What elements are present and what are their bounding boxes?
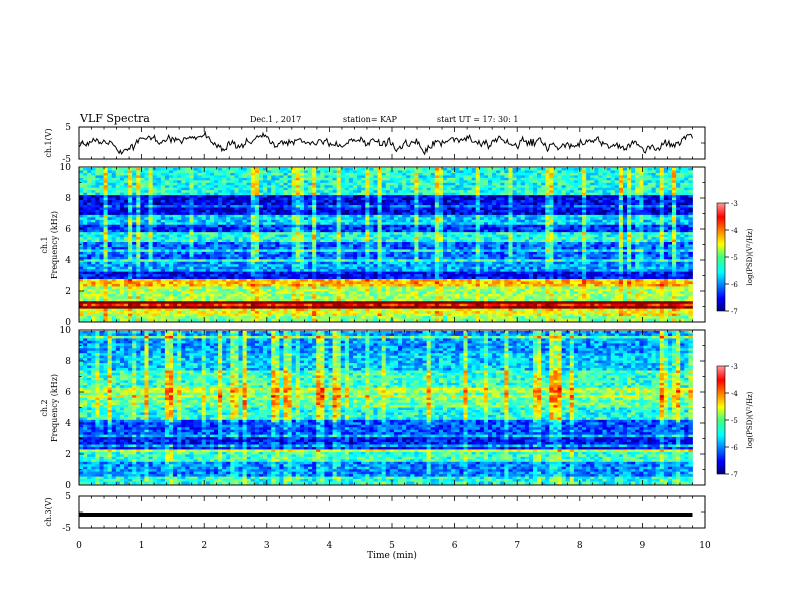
figure-title: VLF Spectra — [79, 112, 150, 125]
ch2-spec-ytick-4: 4 — [65, 419, 71, 429]
xtick-0: 0 — [76, 541, 82, 551]
x-axis-label: Time (min) — [367, 550, 417, 561]
ch2-spec-ytick-10: 10 — [60, 326, 72, 336]
ch2-colorbar: -3 -4 -5 -6 -7 log(PSD)(V²/Hz) — [717, 363, 754, 479]
xtick-1: 1 — [139, 541, 145, 551]
ch2-cb-tick-7: -7 — [731, 471, 738, 479]
ch2-cb-tick-6: -6 — [731, 444, 738, 452]
ch1-spec-ytick-10: 10 — [60, 163, 72, 173]
xtick-5: 5 — [389, 541, 395, 551]
xtick-6: 6 — [452, 541, 458, 551]
xtick-7: 7 — [514, 541, 520, 551]
ch1-colorbar: -3 -4 -5 -6 -7 log(PSD)(V²/Hz) — [717, 200, 754, 316]
ch2-spectrogram-ylabel-channel: ch.2 — [40, 399, 49, 416]
ch1-spectrogram-ylabel-freq: Frequency (kHz) — [50, 211, 59, 279]
ch2-spec-ytick-0: 0 — [65, 481, 71, 491]
ch1-cb-tick-6: -6 — [731, 281, 738, 289]
ch1-colorbar-label: log(PSD)(V²/Hz) — [746, 228, 754, 285]
xtick-10: 10 — [699, 541, 711, 551]
ch1-spec-ytick-2: 2 — [65, 287, 71, 297]
ch2-colorbar-label: log(PSD)(V²/Hz) — [746, 391, 754, 448]
ch2-spec-ytick-6: 6 — [65, 388, 71, 398]
ch1-cb-tick-7: -7 — [731, 308, 738, 316]
ch2-spec-ytick-2: 2 — [65, 450, 71, 460]
ch1-spec-ytick-6: 6 — [65, 225, 71, 235]
ch2-cb-tick-3: -3 — [731, 363, 738, 371]
ch1-voltage-trace — [79, 132, 693, 154]
xtick-9: 9 — [640, 541, 646, 551]
ch1-voltage-ylabel: ch.1(V) — [44, 128, 53, 157]
start-time-label: start UT = 17: 30: 1 — [437, 115, 518, 124]
ch1-ytick-5: 5 — [65, 123, 71, 133]
ch1-spectrogram-image — [79, 168, 693, 321]
ch1-spec-ytick-8: 8 — [65, 194, 71, 204]
ch2-cb-tick-5: -5 — [731, 417, 738, 425]
ch2-cb-tick-4: -4 — [731, 390, 738, 398]
xtick-3: 3 — [264, 541, 270, 551]
ch2-spec-ytick-8: 8 — [65, 357, 71, 367]
date-label: Dec.1 , 2017 — [250, 115, 301, 124]
ch1-spectrogram-ylabel-channel: ch.1 — [40, 236, 49, 253]
xtick-4: 4 — [327, 541, 333, 551]
ch3-ytick-5: 5 — [65, 492, 71, 502]
ch1-spec-ytick-4: 4 — [65, 256, 71, 266]
ch2-spectrogram-image — [79, 331, 693, 484]
ch1-cb-tick-3: -3 — [731, 200, 738, 208]
ch3-ytick-neg5: -5 — [62, 524, 71, 534]
xtick-8: 8 — [577, 541, 583, 551]
ch2-spectrogram-ylabel-freq: Frequency (kHz) — [50, 374, 59, 442]
ch1-cb-tick-4: -4 — [731, 227, 738, 235]
ch3-voltage-ylabel: ch.3(V) — [44, 497, 53, 526]
ch1-cb-tick-5: -5 — [731, 254, 738, 262]
xtick-2: 2 — [201, 541, 207, 551]
station-label: station= KAP — [343, 115, 398, 124]
